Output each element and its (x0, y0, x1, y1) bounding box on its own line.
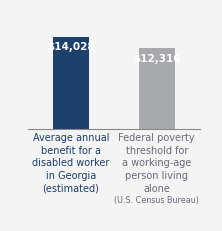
Text: (U.S. Census Bureau): (U.S. Census Bureau) (114, 195, 199, 204)
Text: $12,316: $12,316 (133, 53, 180, 63)
Text: Average annual
benefit for a
disabled worker
in Georgia
(estimated): Average annual benefit for a disabled wo… (32, 132, 109, 193)
Text: $14,028: $14,028 (47, 42, 95, 52)
Bar (53, 37, 89, 130)
Bar (139, 49, 175, 130)
Text: Federal poverty
threshold for
a working-age
person living
alone: Federal poverty threshold for a working-… (119, 132, 195, 193)
